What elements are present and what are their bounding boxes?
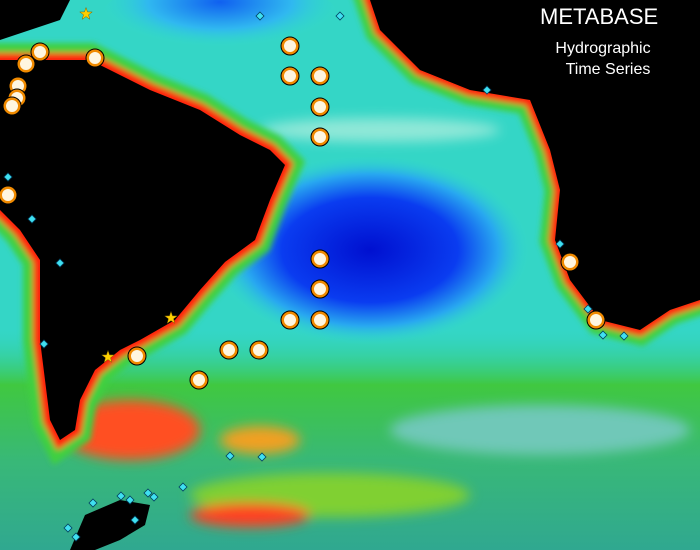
station-diamond — [619, 331, 629, 341]
station-diamond — [71, 532, 81, 542]
station-circle — [220, 341, 238, 359]
station-diamond — [88, 498, 98, 508]
station-diamond — [143, 488, 153, 498]
station-star — [101, 349, 115, 363]
station-star — [164, 310, 178, 324]
station-outline — [219, 340, 239, 360]
station-circle — [311, 128, 329, 146]
station-circle — [281, 67, 299, 85]
station-circle — [281, 37, 299, 55]
station-circle — [561, 253, 579, 271]
station-circle — [17, 55, 35, 73]
station-circle — [311, 280, 329, 298]
station-outline — [586, 310, 606, 330]
station-circle — [311, 311, 329, 329]
subtitle-line: Hydrographic — [555, 40, 650, 57]
station-diamond — [583, 304, 593, 314]
subtitle-line: Time Series — [566, 61, 651, 78]
productivity-patches — [60, 118, 690, 527]
station-circle — [281, 311, 299, 329]
station-diamond — [555, 239, 565, 249]
station-diamond — [482, 85, 492, 95]
title: METABASE — [540, 4, 658, 29]
station-outline — [280, 310, 300, 330]
station-outline — [310, 97, 330, 117]
station-circle — [587, 311, 605, 329]
station-diamond — [130, 515, 140, 525]
station-diamond — [335, 11, 345, 21]
station-circle — [128, 347, 146, 365]
station-outline — [310, 310, 330, 330]
station-diamond — [39, 339, 49, 349]
station-outline — [2, 96, 22, 116]
station-outline — [127, 346, 147, 366]
station-diamond — [149, 492, 159, 502]
station-circle — [86, 49, 104, 67]
deep-basin — [210, 155, 530, 345]
station-outline — [310, 66, 330, 86]
station-diamond — [598, 330, 608, 340]
station-outline — [310, 279, 330, 299]
station-outline — [30, 42, 50, 62]
station-outline — [249, 340, 269, 360]
station-diamond — [225, 451, 235, 461]
station-diamond — [63, 523, 73, 533]
station-circle — [311, 250, 329, 268]
station-diamond — [255, 11, 265, 21]
station-circle — [190, 371, 208, 389]
north-basin — [100, 0, 340, 65]
station-diamond — [116, 491, 126, 501]
station-circle — [31, 43, 49, 61]
station-circle — [250, 341, 268, 359]
station-diamond — [125, 495, 135, 505]
station-circle — [0, 186, 17, 204]
station-outline — [189, 370, 209, 390]
station-circle — [311, 67, 329, 85]
station-diamond — [257, 452, 267, 462]
station-outline — [310, 249, 330, 269]
station-diamond — [178, 482, 188, 492]
station-star — [79, 6, 93, 20]
station-outline — [280, 36, 300, 56]
station-diamond — [27, 214, 37, 224]
station-diamond — [55, 258, 65, 268]
station-outline — [310, 127, 330, 147]
station-outline — [280, 66, 300, 86]
station-outline — [16, 54, 36, 74]
station-outline — [85, 48, 105, 68]
station-outline — [0, 185, 18, 205]
station-circle — [3, 97, 21, 115]
station-diamond — [3, 172, 13, 182]
station-outline — [560, 252, 580, 272]
station-markers — [0, 6, 629, 542]
station-circle — [311, 98, 329, 116]
